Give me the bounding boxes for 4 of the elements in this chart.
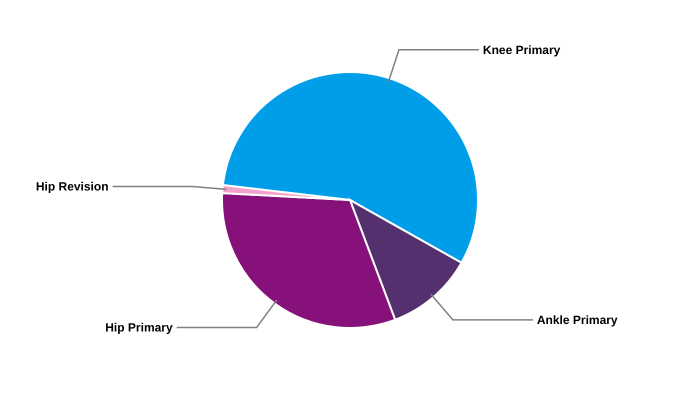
slice-label: Ankle Primary (536, 312, 618, 327)
slice-label: Knee Primary (482, 42, 561, 57)
slice-label: Hip Primary (105, 320, 173, 334)
slice-label: Hip Revision (36, 180, 109, 194)
